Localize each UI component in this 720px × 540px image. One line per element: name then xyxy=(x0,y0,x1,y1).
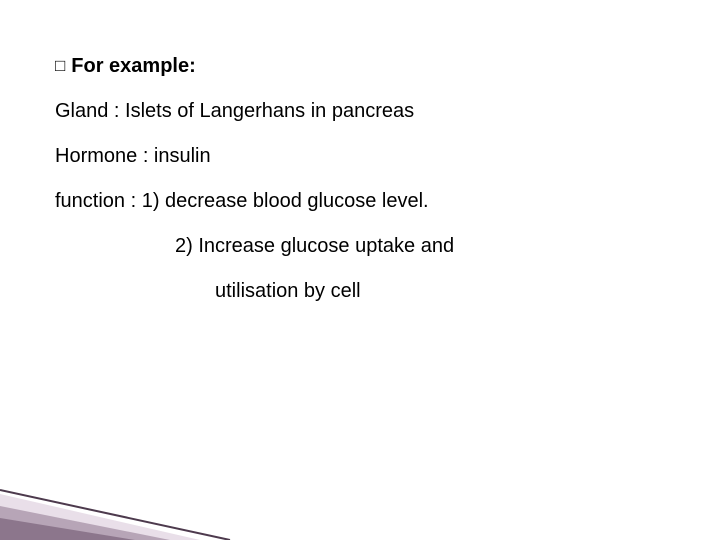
wedge-light xyxy=(0,494,200,540)
wedge-mid xyxy=(0,506,170,540)
line-gland: Gland : Islets of Langerhans in pancreas xyxy=(55,100,665,123)
line-hormone: Hormone : insulin xyxy=(55,145,665,168)
corner-wedge-decoration xyxy=(0,476,260,540)
wedge-dark xyxy=(0,518,135,540)
line-function-1: function : 1) decrease blood glucose lev… xyxy=(55,190,665,213)
heading-text: For example: xyxy=(71,55,195,77)
line-function-3: utilisation by cell xyxy=(215,280,665,303)
checkbox-icon: □ xyxy=(55,56,65,76)
heading-line: □ For example: xyxy=(55,55,665,78)
slide-container: □ For example: Gland : Islets of Langerha… xyxy=(0,0,720,540)
line-function-2: 2) Increase glucose uptake and xyxy=(175,235,665,258)
wedge-line xyxy=(0,490,230,540)
